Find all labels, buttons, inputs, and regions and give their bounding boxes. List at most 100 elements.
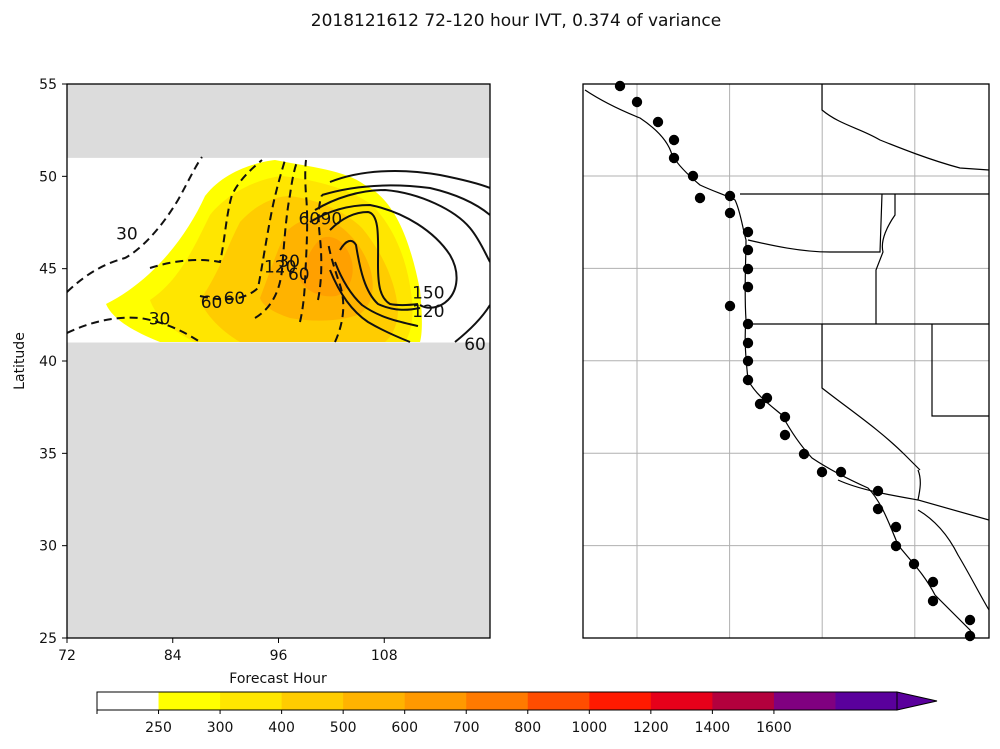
station-marker xyxy=(668,134,680,146)
station-marker xyxy=(742,337,754,349)
y-tick-label: 30 xyxy=(39,539,57,555)
x-tick-label: 96 xyxy=(270,648,288,664)
station-marker xyxy=(742,244,754,256)
dashed-contour-inner-3 xyxy=(299,159,309,323)
arizona-border xyxy=(917,469,989,521)
station-marker xyxy=(742,318,754,330)
contour-label: 60 xyxy=(288,265,310,285)
washington-oregon-border xyxy=(747,193,883,253)
colorbar-cells xyxy=(97,692,898,710)
x-tick-label: 84 xyxy=(164,648,182,664)
station-marker xyxy=(964,630,976,642)
contour-label: 60 xyxy=(201,293,223,313)
y-tick-label: 35 xyxy=(39,446,57,462)
colorbar-cell xyxy=(712,692,775,710)
x-tick-label: 108 xyxy=(371,648,398,664)
y-tick-label: 45 xyxy=(39,262,57,278)
contour-label: 120 xyxy=(264,258,296,278)
colorbar-tick-label: 600 xyxy=(391,720,418,736)
colorbar-cell xyxy=(220,692,283,710)
colorbar-cell xyxy=(773,692,836,710)
station-marker xyxy=(742,374,754,386)
colorbar-frame xyxy=(96,691,898,711)
station-marker xyxy=(816,466,828,478)
station-marker xyxy=(890,521,902,533)
colorbar-tick-label: 1000 xyxy=(571,720,607,736)
solid-contour-2 xyxy=(321,184,490,216)
colorbar-cell xyxy=(466,692,529,710)
station-marker xyxy=(890,540,902,552)
colorbar-cell xyxy=(835,692,898,710)
y-tick-label: 40 xyxy=(39,354,57,370)
solid-contour-6 xyxy=(339,239,421,311)
solid-contour-8 xyxy=(329,269,411,343)
map-frame xyxy=(582,83,990,639)
colorbar-tick-label: 250 xyxy=(145,720,172,736)
colorbar-tick-label: 1200 xyxy=(633,720,669,736)
y-axis-label: Latitude xyxy=(12,332,28,390)
masked-region-top xyxy=(67,84,490,158)
station-marker xyxy=(614,80,626,92)
solid-contour-9 xyxy=(454,304,490,343)
solid-contour-5 xyxy=(329,210,419,307)
station-marker xyxy=(779,411,791,423)
colorbar: 250 300 400 500 600 700 800 1000 1200 1400 1600 xyxy=(96,691,938,736)
station-marker xyxy=(724,207,736,219)
x-axis-label: Forecast Hour xyxy=(229,671,327,687)
station-marker xyxy=(652,116,664,128)
colorbar-cell xyxy=(158,692,221,710)
canada-interior-line xyxy=(821,84,989,171)
station-markers xyxy=(614,80,976,642)
station-marker xyxy=(754,398,766,410)
dashed-contour-inner-5 xyxy=(327,241,345,343)
contour-label: 30 xyxy=(149,309,171,329)
map-gridlines xyxy=(583,84,989,638)
station-marker xyxy=(779,429,791,441)
contour-label: 60 xyxy=(464,335,486,355)
colorbar-tick-label: 400 xyxy=(268,720,295,736)
y-tick-label: 25 xyxy=(39,631,57,647)
colorbar-tick-label: 1600 xyxy=(756,720,792,736)
colorbar-cell xyxy=(281,692,344,710)
station-marker xyxy=(927,595,939,607)
station-marker xyxy=(724,190,736,202)
masked-region-bottom xyxy=(67,342,490,638)
solid-contour-3 xyxy=(314,188,490,263)
contour-label: 60 xyxy=(224,289,246,309)
station-marker xyxy=(687,170,699,182)
solid-contour-7 xyxy=(334,261,419,327)
station-marker xyxy=(631,96,643,108)
x-tick-label: 72 xyxy=(58,648,76,664)
colorbar-cell xyxy=(589,692,652,710)
contour-label: 120 xyxy=(412,302,444,322)
colorbar-tick-label: 700 xyxy=(453,720,480,736)
station-marker xyxy=(964,614,976,626)
station-marker xyxy=(872,485,884,497)
contour-lines xyxy=(67,156,490,343)
colorbar-cell xyxy=(343,692,406,710)
y-tick-label: 55 xyxy=(39,77,57,93)
colorbar-tick-label: 800 xyxy=(514,720,541,736)
colorbar-cell xyxy=(527,692,590,710)
colorbar-extend-arrow xyxy=(896,691,938,711)
dashed-contour-outer xyxy=(67,156,203,293)
x-axis-ticks: 72 84 96 108 xyxy=(58,638,398,664)
colorbar-tick-label: 500 xyxy=(330,720,357,736)
california-nevada-border xyxy=(821,324,921,471)
dashed-contour-lower xyxy=(67,316,201,343)
solid-contour-1 xyxy=(329,169,490,189)
colorbar-tick-label: 1400 xyxy=(695,720,731,736)
station-marker xyxy=(761,392,773,404)
station-marker xyxy=(742,226,754,238)
station-marker xyxy=(908,558,920,570)
station-marker xyxy=(927,576,939,588)
station-marker xyxy=(872,503,884,515)
station-marker xyxy=(742,355,754,367)
colorbar-cell xyxy=(404,692,467,710)
station-marker xyxy=(798,448,810,460)
station-marker xyxy=(694,192,706,204)
right-map-panel xyxy=(582,80,990,642)
